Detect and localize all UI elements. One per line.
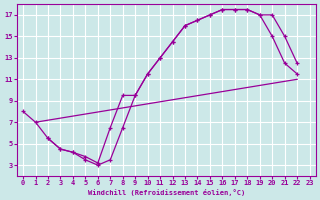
- X-axis label: Windchill (Refroidissement éolien,°C): Windchill (Refroidissement éolien,°C): [88, 189, 245, 196]
